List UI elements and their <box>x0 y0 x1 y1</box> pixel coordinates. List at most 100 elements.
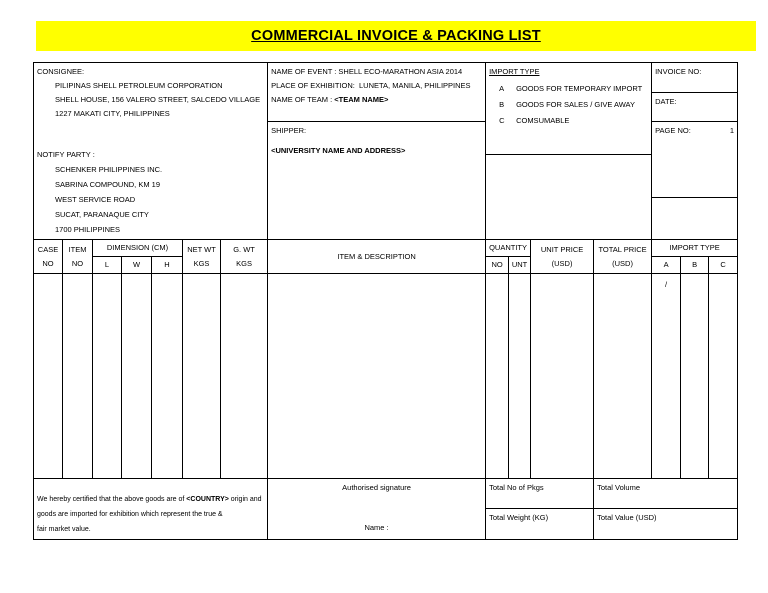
certification-suffix: origin and <box>228 496 262 503</box>
authorised-signature-label: Authorised signature <box>342 483 411 492</box>
cell-w <box>121 273 152 479</box>
consignee-notify-cell: CONSIGNEE: PILIPINAS SHELL PETROLEUM COR… <box>32 62 269 240</box>
right-blank-cell <box>651 197 739 240</box>
cell-import-b <box>680 273 710 479</box>
option-desc: GOODS FOR TEMPORARY IMPORT <box>516 84 643 93</box>
invoice-no-cell: INVOICE NO: <box>651 62 739 93</box>
signature-box: Authorised signature Name : <box>271 481 482 535</box>
cell-qty-unt <box>508 273 532 479</box>
col-header-case-no: CASE NO <box>33 239 63 274</box>
cell-h <box>151 273 183 479</box>
notify-party-line: SUCAT, PARANAQUE CITY <box>55 210 149 219</box>
table-row: / <box>33 273 739 479</box>
consignee-line: PILIPINAS SHELL PETROLEUM CORPORATION <box>55 81 223 90</box>
total-weight-label: Total Weight (KG) <box>489 513 549 522</box>
shipper-label: SHIPPER: <box>271 126 307 135</box>
col-header-import-a: A <box>651 256 682 274</box>
col-header-dimension: DIMENSION (CM) <box>92 239 183 257</box>
name-label: Name : <box>364 523 389 532</box>
option-desc: GOODS FOR SALES / GIVE AWAY <box>516 100 635 109</box>
invoice-no-label: INVOICE NO: <box>655 67 702 76</box>
event-cell: NAME OF EVENT : SHELL ECO-MARATHON ASIA … <box>267 62 487 122</box>
total-value-label: Total Value (USD) <box>597 513 657 522</box>
col-header-item-no: ITEM NO <box>62 239 93 274</box>
col-header-unit-price: UNIT PRICE (USD) <box>530 239 595 274</box>
import-type-blank-cell <box>485 153 653 240</box>
page-no-value: 1 <box>729 126 735 135</box>
col-header-item-description: ITEM & DESCRIPTION <box>267 239 487 274</box>
option-code: B <box>499 100 505 109</box>
shipper-cell: SHIPPER: <UNIVERSITY NAME AND ADDRESS> <box>267 121 487 240</box>
notify-party-line: SABRINA COMPOUND, KM 19 <box>55 180 161 189</box>
team-name-label: NAME OF TEAM : <box>271 95 335 104</box>
col-header-h: H <box>151 256 183 274</box>
certification-country: <COUNTRY> <box>186 496 229 503</box>
title-banner: COMMERCIAL INVOICE & PACKING LIST <box>36 21 756 51</box>
col-header-import-type: IMPORT TYPE <box>651 239 739 257</box>
date-cell: DATE: <box>651 92 739 122</box>
certification-line-2: goods are imported for exhibition which … <box>37 511 223 518</box>
page-no-cell: PAGE NO: 1 <box>651 121 739 198</box>
cell-l <box>92 273 122 479</box>
import-type-label: IMPORT TYPE <box>489 67 540 76</box>
option-code: C <box>499 116 505 125</box>
event-name: NAME OF EVENT : SHELL ECO-MARATHON ASIA … <box>271 67 463 76</box>
signature-cell: Authorised signature Name : <box>267 478 487 540</box>
cell-unit-price <box>530 273 595 479</box>
col-header-import-c: C <box>708 256 739 274</box>
notify-party-label: NOTIFY PARTY : <box>37 150 95 159</box>
total-value-cell: Total Value (USD) <box>593 508 739 540</box>
notify-party-line: 1700 PHILIPPINES <box>55 225 121 234</box>
certification-line-3: fair market value. <box>37 526 91 533</box>
col-header-l: L <box>92 256 122 274</box>
total-pkgs-label: Total No of Pkgs <box>489 483 544 492</box>
cell-import-a: / <box>651 273 682 479</box>
shipper-value: <UNIVERSITY NAME AND ADDRESS> <box>271 146 406 155</box>
total-volume-cell: Total Volume <box>593 478 739 509</box>
notify-party-line: SCHENKER PHILIPPINES INC. <box>55 165 163 174</box>
notify-party-line: WEST SERVICE ROAD <box>55 195 136 204</box>
import-type-options: A GOODS FOR TEMPORARY IMPORT B GOODS FOR S… <box>489 81 648 128</box>
date-label: DATE: <box>655 97 677 106</box>
cell-item-no <box>62 273 93 479</box>
team-name-value: <TEAM NAME> <box>334 95 389 104</box>
page-title: COMMERCIAL INVOICE & PACKING LIST <box>251 28 541 44</box>
cell-case-no <box>33 273 63 479</box>
consignee-line: 1227 MAKATI CITY, PHILIPPINES <box>55 109 170 118</box>
total-weight-cell: Total Weight (KG) <box>485 508 595 540</box>
option-desc: COMSUMABLE <box>516 116 570 125</box>
certification-prefix: We hereby certified that the above goods… <box>37 496 187 503</box>
certification-line-1: We hereby certified that the above goods… <box>37 492 264 507</box>
consignee-line: SHELL HOUSE, 156 VALERO STREET, SALCEDO … <box>55 95 261 104</box>
cell-g-wt <box>219 273 269 479</box>
exhibition-place: PLACE OF EXHIBITION: LUNETA, MANILA, PHI… <box>271 81 471 90</box>
import-type-legend-cell: IMPORT TYPE A GOODS FOR TEMPORARY IMPORT … <box>485 62 653 155</box>
cell-item-description <box>267 273 487 479</box>
col-header-qty-no: NO <box>485 256 510 274</box>
cell-net-wt <box>182 273 221 479</box>
team-name-line: NAME OF TEAM : <TEAM NAME> <box>271 93 482 107</box>
total-pkgs-cell: Total No of Pkgs <box>485 478 595 509</box>
page-no-label: PAGE NO: <box>655 126 691 135</box>
col-header-import-b: B <box>680 256 710 274</box>
cell-total-price <box>593 273 653 479</box>
col-header-qty-unt: UNT <box>508 256 532 274</box>
import-type-option-a: A GOODS FOR TEMPORARY IMPORT <box>489 81 648 96</box>
col-header-net-wt: NET WT KGS <box>182 239 221 274</box>
notify-party-block: NOTIFY PARTY : SCHENKER PHILIPPINES INC.… <box>37 147 264 237</box>
consignee-label: CONSIGNEE: <box>37 67 85 76</box>
import-type-option-b: B GOODS FOR SALES / GIVE AWAY <box>489 97 648 112</box>
cell-import-c <box>708 273 739 479</box>
invoice-form-table: CONSIGNEE: PILIPINAS SHELL PETROLEUM COR… <box>32 62 739 540</box>
option-code: A <box>499 84 505 93</box>
col-header-quantity: QUANTITY <box>485 239 532 257</box>
total-volume-label: Total Volume <box>597 483 641 492</box>
col-header-g-wt: G. WT KGS <box>219 239 269 274</box>
certification-cell: We hereby certified that the above goods… <box>32 478 269 540</box>
col-header-w: W <box>121 256 152 274</box>
certification-text: We hereby certified that the above goods… <box>37 481 264 537</box>
cell-qty-no <box>485 273 510 479</box>
page-no-row: PAGE NO: 1 <box>655 124 734 138</box>
col-header-total-price: TOTAL PRICE (USD) <box>593 239 653 274</box>
